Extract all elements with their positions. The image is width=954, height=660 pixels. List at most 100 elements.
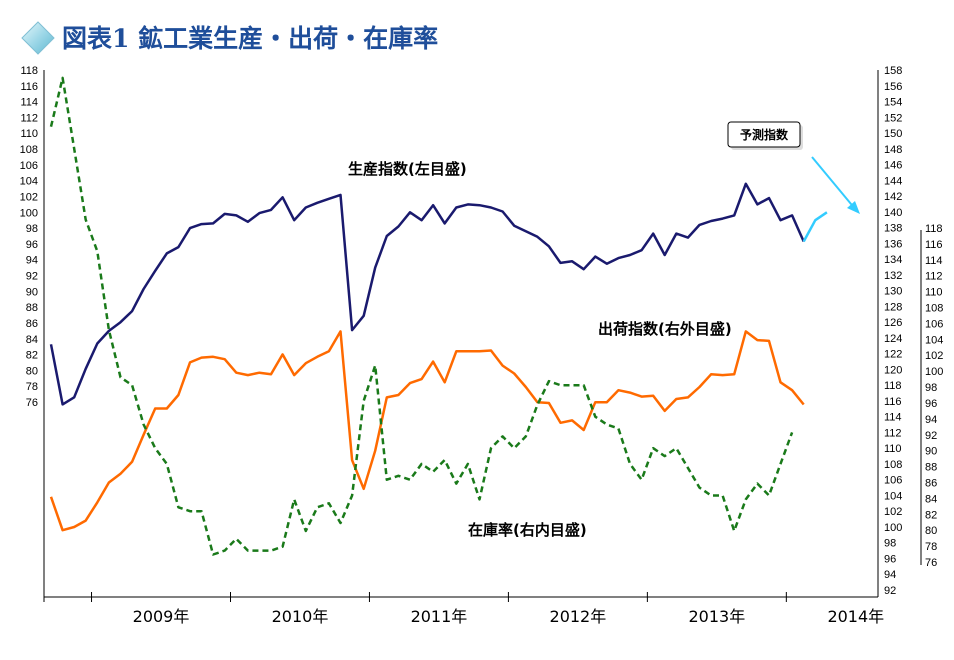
series-line-0 [49,182,805,406]
left-tick-label: 116 [20,81,38,93]
right-outer-tick-label: 136 [884,238,902,250]
right-outer-tick-label: 94 [884,569,896,581]
left-tick-label: 84 [26,334,38,346]
left-axis-ticks: 76 78 80 82 84 86 88 90 92 94 96 98 100 102 104 106 108 1… [20,65,38,409]
right-inner-tick-label: 116 [925,239,943,251]
right-inner-tick-label: 100 [925,366,943,378]
right-outer-tick-label: 130 [884,286,902,298]
right-inner-tick-label: 76 [925,557,937,569]
x-tick-label: 2009年 [133,607,190,626]
right-inner-tick-label: 118 [925,223,943,235]
right-outer-tick-label: 152 [884,112,902,124]
series-line-1 [802,211,828,243]
x-tick-label: 2011年 [411,607,468,626]
right-inner-tick-label: 90 [925,446,937,458]
series-line-3 [49,76,794,556]
right-inner-tick-label: 104 [925,334,943,346]
right-outer-tick-label: 108 [884,459,902,471]
series-layer [49,76,828,556]
left-tick-label: 82 [26,350,38,362]
right-outer-tick-label: 100 [884,522,902,534]
inventory-label: 在庫率(右内目盛) [468,521,587,539]
right-inner-tick-label: 78 [925,541,937,553]
left-tick-label: 80 [26,365,38,377]
left-tick-label: 78 [26,381,38,393]
left-tick-label: 114 [20,97,38,109]
left-tick-label: 86 [26,318,38,330]
left-tick-label: 76 [26,397,38,409]
x-tick-label: 2010年 [272,607,329,626]
right-outer-tick-label: 138 [884,223,902,235]
right-inner-tick-label: 114 [925,255,943,267]
right-outer-tick-label: 156 [884,81,902,93]
right-inner-tick-label: 96 [925,398,937,410]
right-outer-tick-label: 126 [884,317,902,329]
forecast-arrow-line [811,156,857,211]
right-inner-tick-label: 102 [925,350,943,362]
right-outer-tick-label: 106 [884,475,902,487]
right-outer-tick-label: 158 [884,65,902,77]
right-outer-tick-label: 104 [884,490,902,502]
right-inner-axis-ticks: 76 78 80 82 84 86 88 90 92 94 96 98 100 102 104 106 108 1… [925,223,943,569]
left-tick-label: 100 [20,207,38,219]
right-outer-tick-label: 142 [884,191,902,203]
x-tick-label: 2014年 [827,607,884,626]
right-outer-tick-label: 116 [884,396,902,408]
left-tick-label: 90 [26,286,38,298]
x-tick-label: 2013年 [688,607,745,626]
left-tick-label: 88 [26,302,38,314]
right-inner-tick-label: 94 [925,414,937,426]
forecast-callout-box [727,121,801,148]
right-outer-tick-label: 150 [884,128,902,140]
x-tick-label: 2012年 [550,607,607,626]
left-tick-label: 118 [20,65,38,77]
right-outer-tick-label: 154 [884,97,902,109]
left-tick-label: 98 [26,223,38,235]
right-inner-tick-label: 86 [925,477,937,489]
right-outer-tick-label: 118 [884,380,902,392]
right-inner-tick-label: 80 [925,525,937,537]
left-tick-label: 96 [26,239,38,251]
right-outer-tick-label: 140 [884,207,902,219]
right-outer-tick-label: 96 [884,553,896,565]
right-outer-tick-label: 124 [884,333,902,345]
forecast-arrow-head-icon [847,201,860,214]
right-inner-tick-label: 82 [925,509,937,521]
right-inner-tick-label: 106 [925,318,943,330]
right-outer-tick-label: 110 [884,443,902,455]
right-outer-tick-label: 120 [884,364,902,376]
right-inner-tick-label: 108 [925,303,943,315]
right-outer-tick-label: 148 [884,144,902,156]
right-outer-tick-label: 122 [884,349,902,361]
right-inner-tick-label: 98 [925,382,937,394]
right-inner-tick-label: 84 [925,493,937,505]
forecast-callout-text: 予測指数 [740,127,789,142]
left-tick-label: 104 [20,176,38,188]
right-outer-tick-label: 132 [884,270,902,282]
right-outer-tick-label: 112 [884,427,902,439]
left-tick-label: 110 [20,128,38,140]
left-tick-label: 92 [26,271,38,283]
production-label: 生産指数(左目盛) [348,160,467,178]
right-outer-tick-label: 98 [884,538,896,550]
title-diamond-icon [21,21,55,55]
forecast-callout: 予測指数 [727,121,860,214]
left-tick-label: 94 [26,255,38,267]
left-tick-label: 108 [20,144,38,156]
chart-title: 図表1 鉱工業生産・出荷・在庫率 [62,24,438,53]
left-tick-label: 102 [20,191,38,203]
right-inner-tick-label: 92 [925,430,937,442]
title-group: 図表1 鉱工業生産・出荷・在庫率 [21,21,438,55]
right-outer-axis-ticks: 92 94 96 98 100 102 104 106 108 110 112 114 116 118 12… [884,65,902,597]
shipment-label: 出荷指数(右外目盛) [598,320,732,338]
right-outer-tick-label: 144 [884,175,902,187]
right-outer-tick-label: 102 [884,506,902,518]
right-inner-tick-label: 112 [925,271,943,283]
left-tick-label: 106 [20,160,38,172]
right-outer-tick-label: 146 [884,160,902,172]
right-outer-tick-label: 92 [884,585,896,597]
axes [43,70,922,598]
series-line-2 [49,330,805,532]
right-inner-tick-label: 88 [925,462,937,474]
